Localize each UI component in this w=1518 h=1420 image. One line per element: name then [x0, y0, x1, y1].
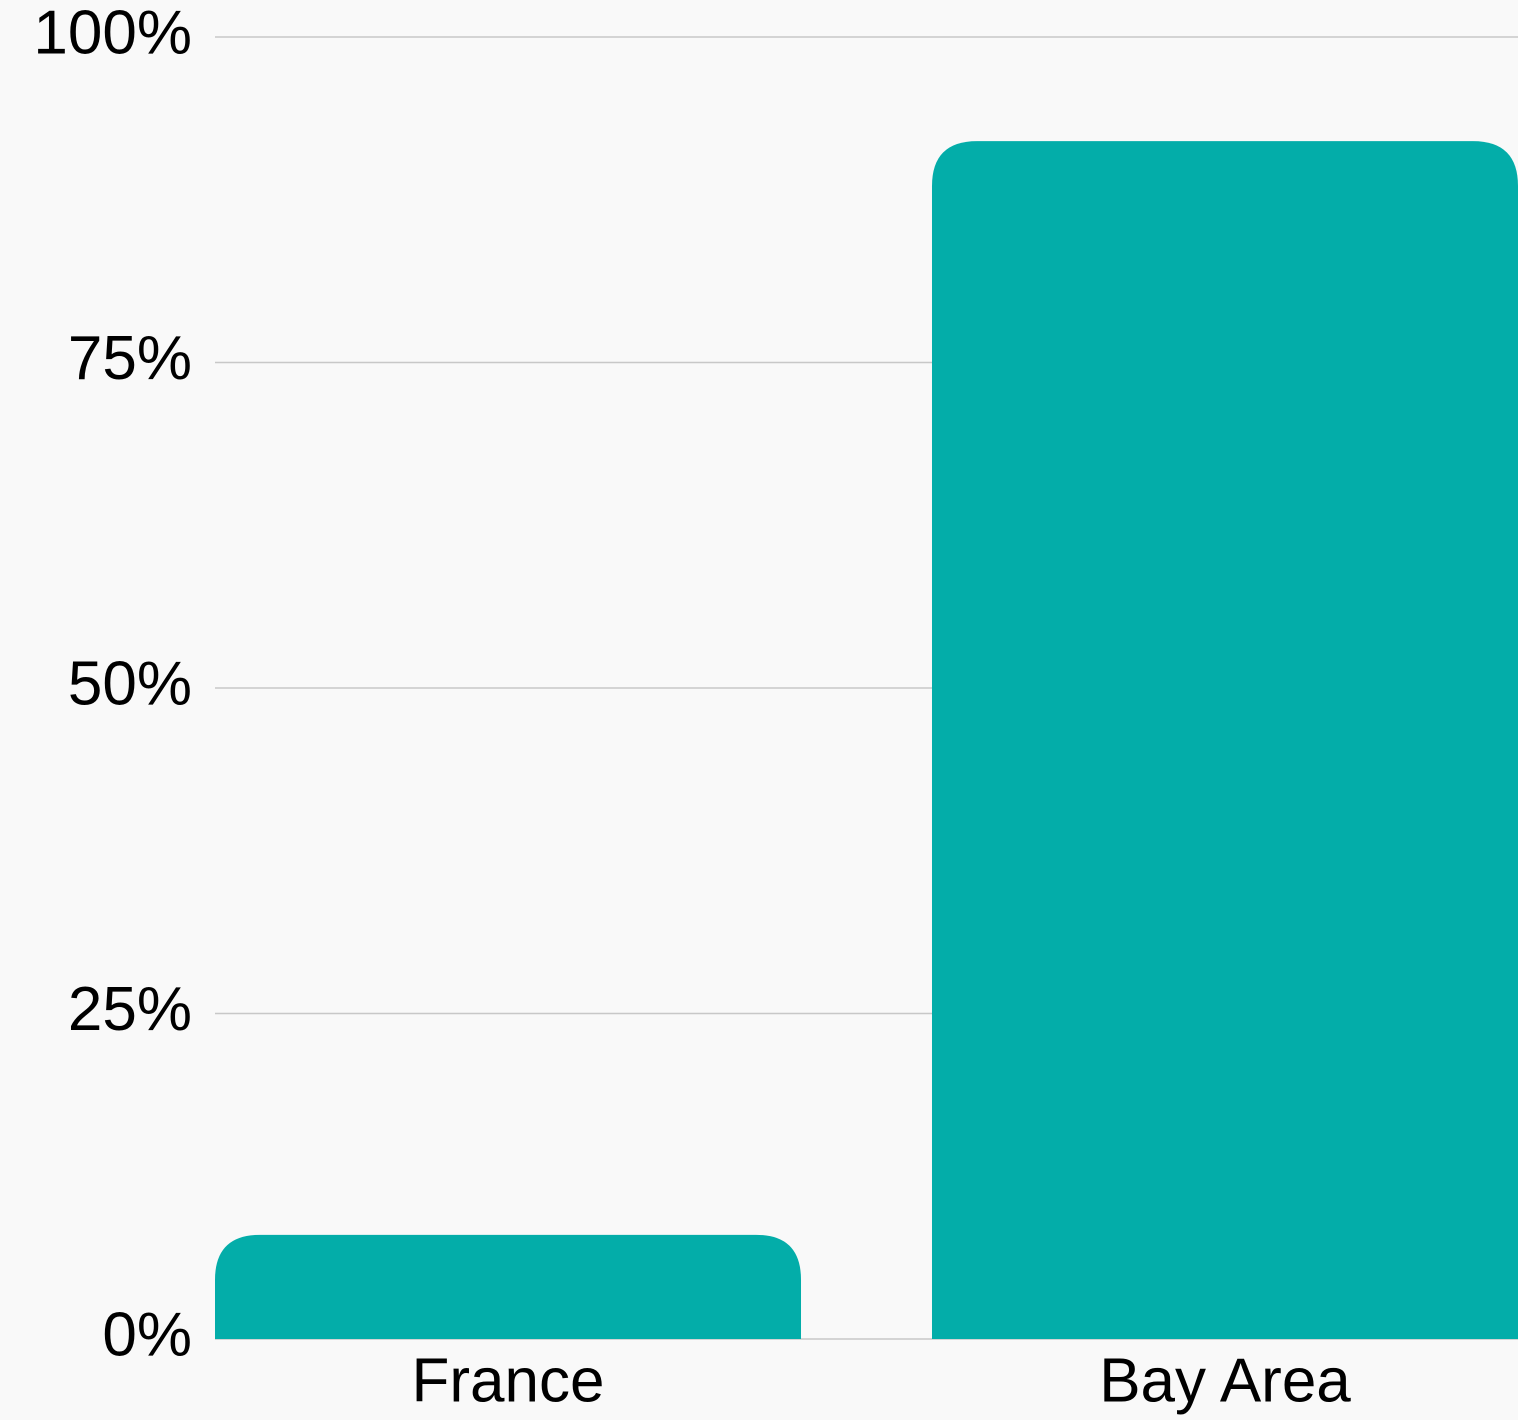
y-tick-label: 50%: [68, 649, 192, 718]
y-tick-label: 25%: [68, 975, 192, 1044]
bar: [931, 141, 1518, 1339]
y-tick-label: 100%: [33, 0, 192, 67]
x-tick-label: Bay Area: [1099, 1346, 1351, 1415]
y-tick-label: 75%: [68, 324, 192, 393]
y-tick-label: 0%: [102, 1300, 192, 1369]
bar: [215, 1234, 802, 1339]
x-tick-label: France: [412, 1346, 605, 1415]
